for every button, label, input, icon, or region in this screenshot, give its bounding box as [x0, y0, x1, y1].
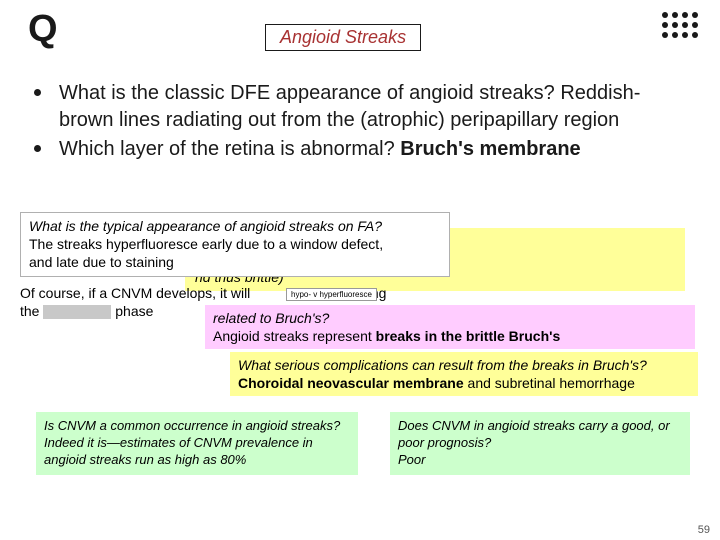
- y2-a-post: and subretinal hemorrhage: [464, 375, 635, 391]
- p1-a-pre: Angioid streaks represent: [213, 328, 376, 344]
- fa-question: What is the typical appearance of angioi…: [29, 218, 382, 234]
- y2-a-bold: Choroidal neovascular membrane: [238, 375, 464, 391]
- hypo-label-box: hypo- v hyperfluoresce: [286, 288, 377, 301]
- cnvm-text: Of course, if a CNVM develops, it will d…: [20, 284, 440, 320]
- fa-a1-mid: early due to a: [198, 236, 291, 252]
- cnvm-l2-pre: the: [20, 303, 43, 319]
- cnvm-l1-pre: Of course, if a CNVM develops, it will: [20, 285, 254, 301]
- bullet-pre: Which layer of the retina is abnormal?: [59, 138, 400, 160]
- g2-q: Does CNVM in angioid streaks carry a goo…: [398, 418, 670, 450]
- bullet-text: Which layer of the retina is abnormal? B…: [59, 136, 581, 163]
- g1-a-hl: 80%: [220, 452, 246, 467]
- yellow-callout-2: What serious complications can result fr…: [230, 352, 698, 396]
- bullet-text: What is the classic DFE appearance of an…: [59, 80, 690, 134]
- fa-callout: What is the typical appearance of angioi…: [20, 212, 450, 277]
- g1-a: Indeed it is—estimates of CNVM prevalenc…: [44, 435, 313, 467]
- redact-box: [43, 305, 111, 319]
- p1-a-bold: breaks in the brittle Bruch's: [376, 328, 561, 344]
- fa-a2-pre: and late due to: [29, 254, 126, 270]
- bullet-list: What is the classic DFE appearance of an…: [34, 80, 690, 165]
- slide-title: Angioid Streaks: [265, 24, 421, 51]
- y2-q: What serious complications can result fr…: [238, 357, 647, 373]
- bullet-icon: [34, 89, 41, 96]
- bullet-icon: [34, 145, 41, 152]
- fa-a1-hl2: window defect,: [290, 236, 383, 252]
- green-callout-2: Does CNVM in angioid streaks carry a goo…: [390, 412, 690, 475]
- corner-dots-icon: [662, 12, 698, 38]
- g2-a: Poor: [398, 452, 425, 467]
- green-callout-1: Is CNVM a common occurrence in angioid s…: [36, 412, 358, 475]
- cnvm-l2-post: phase: [111, 303, 153, 319]
- bullet-item: Which layer of the retina is abnormal? B…: [34, 136, 690, 163]
- g1-q: Is CNVM a common occurrence in angioid s…: [44, 418, 340, 433]
- fa-a2-hl: staining: [126, 254, 174, 270]
- slide-number: 59: [698, 524, 710, 536]
- bullet-bold: Bruch's membrane: [400, 138, 580, 160]
- fa-a1-pre: The streaks: [29, 236, 106, 252]
- bullet-item: What is the classic DFE appearance of an…: [34, 80, 690, 134]
- slide-letter: Q: [28, 8, 58, 51]
- fa-a1-hl: hyperfluoresce: [106, 236, 198, 252]
